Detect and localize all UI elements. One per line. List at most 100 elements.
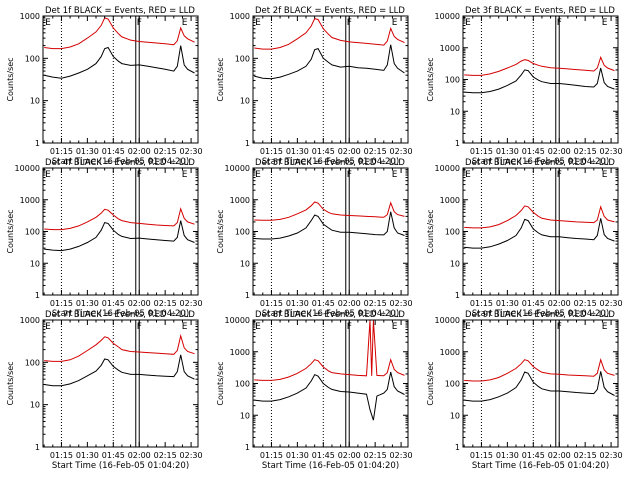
x-tick-label: 02:15 <box>154 299 177 308</box>
plot-frame <box>252 15 409 144</box>
y-axis-title: Counts/sec <box>426 57 435 101</box>
y-tick-label: 1000 <box>20 316 40 325</box>
x-tick-label: 02:15 <box>154 147 177 156</box>
y-tick-label: 1 <box>245 291 250 300</box>
x-axis-title: Start Time (16-Feb-05 01:04:20) <box>262 309 399 319</box>
x-tick-label: 01:30 <box>286 451 309 460</box>
y-tick-label: 1000 <box>230 348 250 357</box>
x-tick-label: 01:45 <box>312 451 335 460</box>
x-tick-label: 01:45 <box>312 147 335 156</box>
y-axis-title: Counts/sec <box>216 361 225 405</box>
region-tag-label: F <box>137 170 142 180</box>
detector-panel-2f: Det 2f BLACK = Events, RED = LLD E F E 1 10 10… <box>216 6 413 167</box>
y-tick-label: 1000 <box>230 196 250 205</box>
series-line-events <box>254 371 405 421</box>
y-tick-label: 1000 <box>230 12 250 21</box>
x-tick-label: 02:00 <box>128 299 151 308</box>
y-tick-label: 10000 <box>15 164 40 173</box>
series-line-lld <box>464 205 615 229</box>
panel-title: Det 1f BLACK = Events, RED = LLD <box>45 6 195 16</box>
x-tick-label: 02:30 <box>600 147 623 156</box>
series-line-events <box>254 211 405 240</box>
x-tick-label: 02:30 <box>180 451 203 460</box>
series-line-lld <box>44 17 195 50</box>
x-tick-label: 02:15 <box>574 451 597 460</box>
region-tag-label: E <box>255 322 261 332</box>
series-line-lld <box>44 207 195 231</box>
x-tick-label: 02:00 <box>128 451 151 460</box>
y-tick-label: 1 <box>35 443 40 452</box>
x-tick-label: 02:00 <box>338 451 361 460</box>
x-tick-label: 01:15 <box>50 451 73 460</box>
x-tick-label: 02:00 <box>338 147 361 156</box>
x-tick-label: 01:45 <box>102 299 125 308</box>
region-tag-label: E <box>602 322 608 332</box>
x-tick-label: 01:30 <box>496 299 519 308</box>
y-tick-label: 100 <box>25 228 40 237</box>
x-tick-label: 02:00 <box>548 451 571 460</box>
y-tick-label: 10 <box>450 411 460 420</box>
y-tick-label: 100 <box>25 54 40 63</box>
plot-frame <box>252 319 409 448</box>
y-tick-label: 10000 <box>435 316 460 325</box>
x-tick-label: 01:15 <box>260 299 283 308</box>
x-tick-label: 01:15 <box>470 299 493 308</box>
x-tick-label: 02:15 <box>154 451 177 460</box>
region-tag-label: F <box>557 170 562 180</box>
y-tick-label: 1 <box>455 291 460 300</box>
series-line-events <box>254 44 405 80</box>
x-tick-label: 02:00 <box>338 299 361 308</box>
x-tick-label: 02:30 <box>180 299 203 308</box>
region-tag-label: E <box>602 18 608 28</box>
y-tick-label: 100 <box>235 228 250 237</box>
x-tick-label: 02:30 <box>390 299 413 308</box>
x-tick-label: 02:15 <box>364 299 387 308</box>
x-tick-label: 02:15 <box>364 147 387 156</box>
series-line-lld <box>254 320 405 381</box>
x-tick-label: 01:30 <box>76 147 99 156</box>
region-tag-label: F <box>347 18 352 28</box>
detector-panel-6f: Det 6f BLACK = Events, RED = LLD E F E 1 10 10… <box>426 158 623 319</box>
series-line-lld <box>254 17 405 50</box>
y-tick-label: 10000 <box>225 316 250 325</box>
detector-panel-4f: Det 4f BLACK = Events, RED = LLD E F E 1 10 10… <box>6 158 203 319</box>
plot-frame <box>462 167 619 296</box>
y-tick-label: 10 <box>240 97 250 106</box>
region-tag-label: E <box>465 322 471 332</box>
x-tick-label: 02:30 <box>180 147 203 156</box>
x-tick-label: 01:15 <box>50 299 73 308</box>
region-tag-label: F <box>557 18 562 28</box>
region-tag-label: F <box>557 322 562 332</box>
series-line-events <box>464 67 615 94</box>
x-axis-title: Start Time (16-Feb-05 01:04:20) <box>52 309 189 319</box>
region-tag-label: F <box>347 322 352 332</box>
series-line-lld <box>464 55 615 76</box>
region-tag-label: E <box>392 170 398 180</box>
detector-panel-1f: Det 1f BLACK = Events, RED = LLD E F E 1 10 10… <box>6 6 203 167</box>
plot-frame <box>42 167 199 296</box>
panel-title: Det 3f BLACK = Events, RED = LLD <box>465 6 615 16</box>
region-tag-label: E <box>45 170 51 180</box>
x-tick-label: 01:15 <box>260 147 283 156</box>
x-tick-label: 01:45 <box>102 451 125 460</box>
y-tick-label: 10 <box>240 259 250 268</box>
y-tick-label: 10000 <box>435 164 460 173</box>
y-tick-label: 1000 <box>440 348 460 357</box>
y-axis-title: Counts/sec <box>6 57 15 101</box>
region-tag-label: F <box>137 322 142 332</box>
series-line-events <box>44 45 195 79</box>
region-tag-label: E <box>45 322 51 332</box>
series-line-events <box>464 218 615 249</box>
x-tick-label: 02:15 <box>574 147 597 156</box>
region-tag-label: E <box>602 170 608 180</box>
y-tick-label: 10 <box>450 259 460 268</box>
y-tick-label: 100 <box>445 380 460 389</box>
x-tick-label: 01:15 <box>260 451 283 460</box>
panel-title: Det 6f BLACK = Events, RED = LLD <box>465 158 615 168</box>
region-tag-label: E <box>465 18 471 28</box>
plot-frame <box>462 319 619 448</box>
region-tag-label: E <box>392 322 398 332</box>
x-axis-title: Start Time (16-Feb-05 01:04:20) <box>472 157 609 167</box>
x-axis-title: Start Time (16-Feb-05 01:04:20) <box>262 157 399 167</box>
y-tick-label: 10000 <box>225 164 250 173</box>
